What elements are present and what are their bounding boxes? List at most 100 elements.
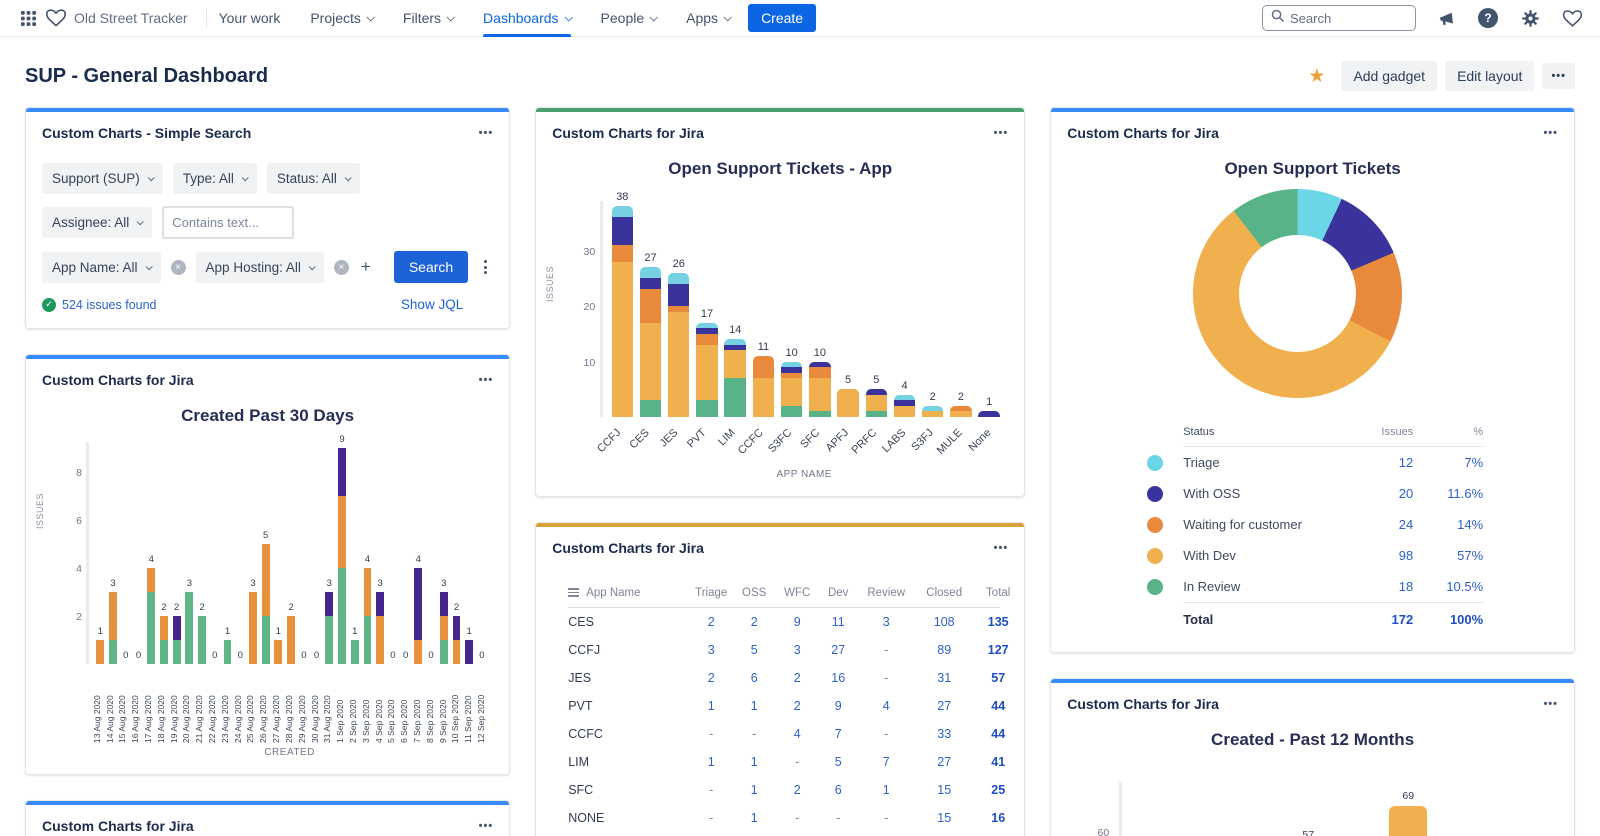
value-cell[interactable]: 3 [707,643,715,657]
remove-filter-icon[interactable]: × [170,259,186,275]
add-filter-button[interactable]: + [360,257,371,276]
value-cell[interactable]: 1 [750,811,758,825]
bar-column[interactable]: 11 [749,201,777,417]
bar-column[interactable]: 0 [425,442,438,664]
gadget-more-button[interactable]: ••• [1543,698,1558,710]
help-icon[interactable]: ? [1474,4,1502,32]
value-cell[interactable]: 9 [793,615,801,629]
settings-icon[interactable] [1516,4,1544,32]
value-cell[interactable]: 2 [707,671,715,685]
app-switcher-icon[interactable] [14,4,42,32]
bar-column[interactable]: 1 [221,442,234,664]
value-cell[interactable]: 16 [831,671,846,685]
value-cell[interactable]: 4 [793,727,801,741]
bar-column[interactable]: 0 [132,442,145,664]
value-cell[interactable]: 7 [882,755,890,769]
donut-chart[interactable] [1193,189,1403,398]
column-header[interactable]: Review [867,586,906,599]
value-cell[interactable]: 15 [937,783,952,797]
column-header[interactable]: App Name [568,586,690,600]
bar-column[interactable]: 4 [890,201,918,417]
column-header[interactable]: WFC [784,586,811,599]
column-header[interactable]: Closed [926,586,963,599]
app-name-filter-dropdown[interactable]: App Name: All [42,251,161,283]
bar-column[interactable]: 26 [665,201,693,417]
bar-column[interactable]: 0 [234,442,247,664]
bar-column[interactable]: 2 [450,442,463,664]
legend-issues-value[interactable]: 24 [1398,517,1414,532]
value-cell[interactable]: 1 [750,699,758,713]
value-cell[interactable]: 27 [831,643,846,657]
legend-percent-value[interactable]: 7% [1464,455,1484,470]
nav-item-apps[interactable]: Apps [686,0,733,37]
value-cell[interactable]: 33 [937,727,952,741]
bar-column[interactable]: 1 [463,442,476,664]
value-cell[interactable]: 44 [991,699,1006,713]
bar-column[interactable]: 2 [947,201,975,417]
value-cell[interactable]: 31 [937,671,952,685]
profile-avatar-icon[interactable] [1558,4,1586,32]
favorite-star-icon[interactable]: ★ [1308,65,1326,87]
bar-column[interactable]: 4 [145,442,158,664]
value-cell[interactable]: 2 [707,615,715,629]
bar-column[interactable]: 2 [285,442,298,664]
value-cell[interactable]: 5 [750,643,758,657]
value-cell[interactable]: 9 [834,699,842,713]
global-search[interactable] [1262,5,1416,31]
bar-column[interactable]: 3 [107,442,120,664]
bar-column[interactable]: 17 [693,201,721,417]
column-header[interactable]: OSS [742,586,767,599]
legend-percent-value[interactable]: 10.5% [1446,579,1484,594]
legend-issues-value[interactable]: 98 [1398,548,1414,563]
dashboard-more-button[interactable]: ••• [1542,63,1575,89]
create-button[interactable]: Create [748,4,817,32]
bar-column[interactable]: 0 [387,442,400,664]
value-cell[interactable]: 6 [834,783,842,797]
value-cell[interactable]: 127 [987,643,1009,657]
bar-column[interactable]: 3 [323,442,336,664]
value-cell[interactable]: 1 [707,755,715,769]
column-header[interactable]: Total [986,586,1011,599]
value-cell[interactable]: 41 [991,755,1006,769]
gadget-more-button[interactable]: ••• [478,820,494,832]
nav-item-projects[interactable]: Projects [310,0,375,37]
gadget-more-button[interactable]: ••• [993,127,1009,139]
legend-issues-value[interactable]: 18 [1398,579,1414,594]
value-cell[interactable]: 2 [793,671,801,685]
gadget-more-button[interactable]: ••• [478,374,494,386]
gadget-more-button[interactable]: ••• [993,542,1009,554]
value-cell[interactable]: 25 [991,783,1006,797]
value-cell[interactable]: 7 [834,727,842,741]
bar-column[interactable]: 3 [437,442,450,664]
bar-column[interactable]: 14 [721,201,749,417]
nav-item-your-work[interactable]: Your work [219,0,281,37]
bar-column[interactable]: 3 [247,442,260,664]
add-gadget-button[interactable]: Add gadget [1341,61,1438,91]
nav-item-people[interactable]: People [601,0,659,37]
bar-column[interactable]: 5 [259,442,272,664]
bar-column[interactable]: 1 [975,201,1003,417]
legend-issues-value[interactable]: 12 [1398,455,1414,470]
announcement-icon[interactable] [1432,4,1460,32]
search-input[interactable] [1290,10,1407,26]
bar-column[interactable]: 2 [158,442,171,664]
gadget-more-button[interactable]: ••• [1543,127,1558,139]
bar-column[interactable]: 1 [272,442,285,664]
bar-column[interactable] [1389,806,1428,836]
bar-column[interactable]: 5 [834,201,862,417]
legend-percent-value[interactable]: 14% [1457,517,1484,532]
bar-column[interactable]: 1 [348,442,361,664]
value-cell[interactable]: 11 [831,615,845,629]
legend-issues-value[interactable]: 20 [1398,486,1414,501]
value-cell[interactable]: 3 [793,643,801,657]
value-cell[interactable]: 6 [750,671,758,685]
bar-column[interactable]: 0 [208,442,221,664]
value-cell[interactable]: 4 [882,699,890,713]
bar-column[interactable]: 9 [336,434,349,664]
value-cell[interactable]: 3 [882,615,890,629]
bar-column[interactable]: 0 [399,442,412,664]
bar-column[interactable]: 0 [476,442,489,664]
contains-text-input[interactable] [162,206,295,239]
assignee-filter-dropdown[interactable]: Assignee: All [42,207,153,238]
gadget-more-button[interactable]: ••• [478,127,494,139]
